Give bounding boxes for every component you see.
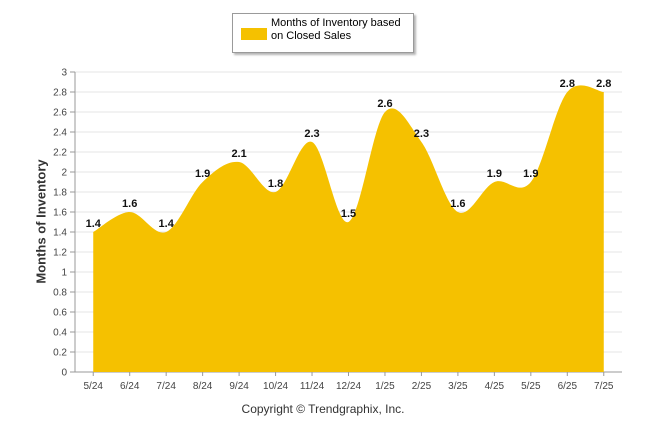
x-tick-label: 8/24 xyxy=(193,381,213,392)
x-tick-label: 7/24 xyxy=(156,381,176,392)
x-tick-label: 1/25 xyxy=(375,381,395,392)
legend-swatch xyxy=(241,28,267,40)
x-tick-label: 5/25 xyxy=(521,381,541,392)
y-tick-label: 2.8 xyxy=(53,88,67,99)
y-tick-label: 0.4 xyxy=(53,328,67,339)
x-tick-label: 10/24 xyxy=(263,381,288,392)
y-tick-label: 0 xyxy=(61,368,67,379)
legend-label: Months of Inventory based on Closed Sale… xyxy=(271,17,401,42)
y-tick-label: 2.2 xyxy=(53,148,67,159)
x-tick-label: 12/24 xyxy=(336,381,361,392)
y-tick-label: 1.8 xyxy=(53,188,67,199)
data-label: 1.9 xyxy=(523,168,538,180)
y-tick-label: 1.6 xyxy=(53,208,67,219)
data-label: 2.6 xyxy=(377,98,392,110)
data-label: 1.5 xyxy=(341,208,356,220)
data-label: 1.9 xyxy=(487,168,502,180)
x-tick-label: 6/24 xyxy=(120,381,140,392)
x-tick-label: 6/25 xyxy=(558,381,578,392)
x-tick-label: 4/25 xyxy=(485,381,505,392)
chart-legend: Months of Inventory based on Closed Sale… xyxy=(232,13,414,53)
y-tick-label: 3 xyxy=(61,68,67,79)
x-tick-label: 7/25 xyxy=(594,381,614,392)
x-tick-label: 2/25 xyxy=(412,381,432,392)
series-area xyxy=(93,85,604,372)
y-tick-label: 0.2 xyxy=(53,348,67,359)
data-label: 2.8 xyxy=(560,78,575,90)
y-tick-label: 1.2 xyxy=(53,248,67,259)
y-tick-label: 2.4 xyxy=(53,128,67,139)
y-tick-label: 2 xyxy=(61,168,67,179)
data-label: 1.8 xyxy=(268,178,283,190)
data-label: 2.3 xyxy=(304,128,319,140)
data-label: 2.3 xyxy=(414,128,429,140)
data-label: 1.6 xyxy=(122,198,137,210)
y-tick-label: 1.4 xyxy=(53,228,67,239)
y-axis-label: Months of Inventory xyxy=(33,159,49,284)
copyright-text: Copyright © Trendgraphix, Inc. xyxy=(241,402,405,416)
data-label: 1.6 xyxy=(450,198,465,210)
data-label: 2.1 xyxy=(231,148,246,160)
y-tick-label: 2.6 xyxy=(53,108,67,119)
data-label: 1.4 xyxy=(159,218,175,230)
y-tick-label: 1 xyxy=(61,268,67,279)
data-label: 2.8 xyxy=(596,78,611,90)
y-tick-label: 0.6 xyxy=(53,308,67,319)
x-tick-label: 3/25 xyxy=(448,381,468,392)
data-label: 1.4 xyxy=(86,218,102,230)
x-tick-label: 9/24 xyxy=(229,381,249,392)
y-tick-label: 0.8 xyxy=(53,288,67,299)
x-tick-label: 5/24 xyxy=(83,381,103,392)
data-label: 1.9 xyxy=(195,168,210,180)
x-tick-label: 11/24 xyxy=(300,381,325,392)
